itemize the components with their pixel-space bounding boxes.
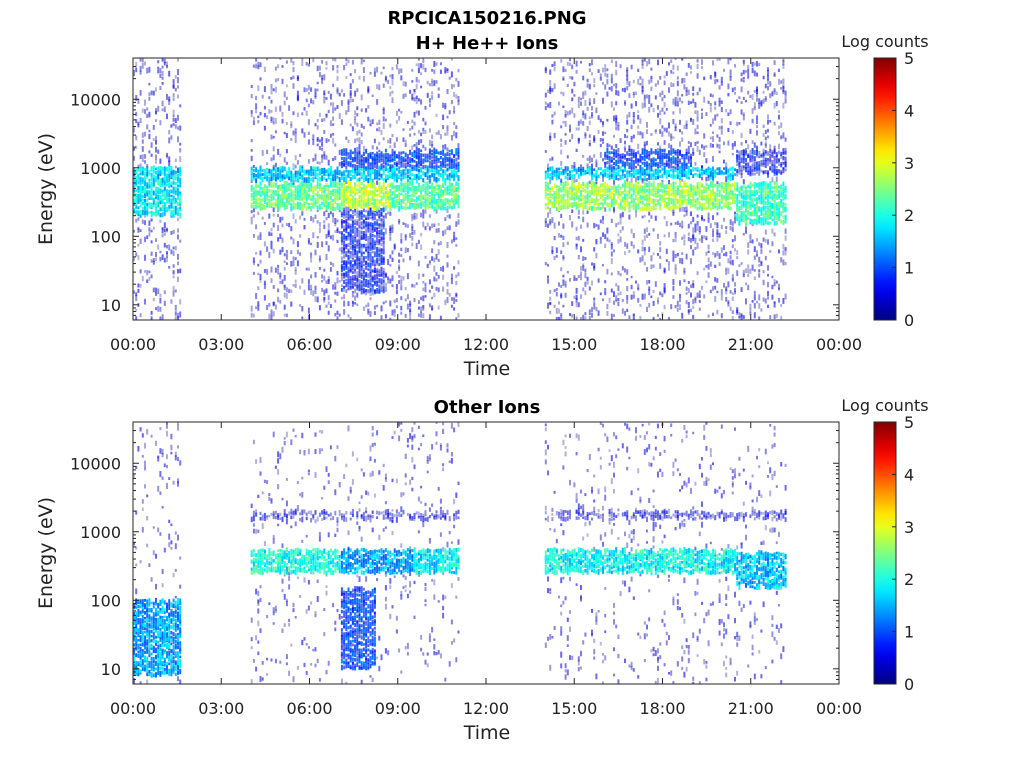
panel-title: Other Ions [434,397,541,418]
figure-title: RPCICA150216.PNG [387,8,586,29]
y-tick-label: 1000 [80,523,121,542]
x-tick-label: 15:00 [551,335,597,354]
data-interval [133,422,182,684]
data-interval [544,58,787,320]
spectrogram-cells [133,422,787,684]
colorbar-tick-label: 3 [904,154,914,173]
data-interval [250,58,460,320]
colorbar: 0 1 2 3 4 5 [873,413,914,694]
x-tick-label: 21:00 [728,699,774,718]
x-tick-label: 06:00 [286,699,332,718]
x-tick-label: 06:00 [286,335,332,354]
colorbar-tick-label: 3 [904,518,914,537]
y-tick-label: 10000 [70,454,121,473]
colorbar-label: Log counts [841,396,928,415]
panel-other-ions: Other Ions 00:00 03:00 06:00 09:00 12:00 15:0… [35,396,929,744]
x-tick-label: 15:00 [551,699,597,718]
data-interval [250,422,460,684]
x-tick-label: 00:00 [110,335,156,354]
x-axis-label: Time [463,722,511,744]
x-tick-label: 12:00 [463,335,509,354]
colorbar-gradient [873,421,897,685]
colorbar-gradient [873,57,897,321]
x-tick-label: 00:00 [816,699,862,718]
y-tick-label: 10 [101,660,121,679]
spectrogram-plot: 00:00 03:00 06:00 09:00 12:00 15:00 18:00 21:00… [70,49,914,354]
colorbar-tick-label: 5 [904,49,914,68]
x-tick-label: 12:00 [463,699,509,718]
y-axis-label: Energy (eV) [35,497,57,609]
x-tick-label: 09:00 [375,335,421,354]
spectrogram-plot: 00:00 03:00 06:00 09:00 12:00 15:00 18:00 21:00… [70,413,914,718]
panel-title: H+ He++ Ions [416,33,559,54]
x-tick-label: 03:00 [198,699,244,718]
colorbar-label: Log counts [841,32,928,51]
colorbar-tick-label: 2 [904,570,914,589]
colorbar: 0 1 2 3 4 5 [873,49,914,330]
colorbar-tick-label: 0 [904,311,914,330]
x-tick-label: 00:00 [816,335,862,354]
colorbar-tick-label: 4 [904,101,914,120]
y-tick-label: 10000 [70,90,121,109]
colorbar-tick-label: 1 [904,623,914,642]
x-tick-label: 09:00 [375,699,421,718]
y-tick-label: 1000 [80,159,121,178]
colorbar-tick-label: 2 [904,206,914,225]
y-tick-label: 10 [101,296,121,315]
colorbar-tick-label: 1 [904,259,914,278]
y-tick-label: 100 [90,227,121,246]
spectrogram-cells [133,58,787,320]
y-axis-label: Energy (eV) [35,133,57,245]
colorbar-tick-label: 5 [904,413,914,432]
x-tick-label: 00:00 [110,699,156,718]
colorbar-tick-label: 0 [904,675,914,694]
panel-h-plus-he-ions: H+ He++ Ions 00:00 03:00 06:00 09:00 12:00 15… [35,32,929,380]
data-interval [544,422,787,684]
x-tick-label: 18:00 [639,699,685,718]
data-interval [133,58,182,320]
colorbar-tick-label: 4 [904,465,914,484]
y-tick-label: 100 [90,591,121,610]
x-axis-label: Time [463,358,511,380]
x-tick-label: 21:00 [728,335,774,354]
x-tick-label: 03:00 [198,335,244,354]
x-tick-label: 18:00 [639,335,685,354]
